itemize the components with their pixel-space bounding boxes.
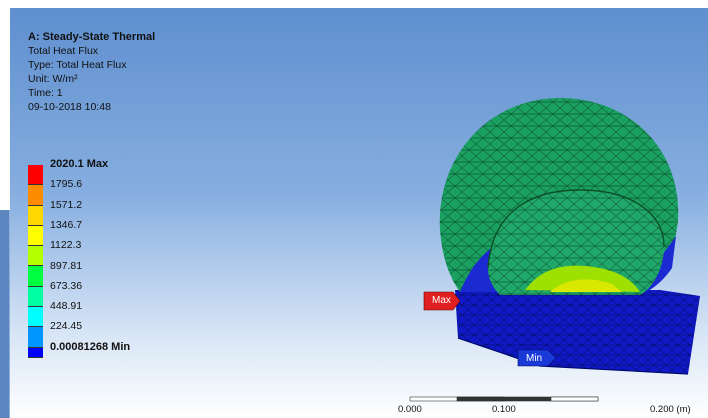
scale-label-0: 0.000 bbox=[398, 404, 422, 415]
legend-value-label: 897.81 bbox=[50, 259, 83, 272]
legend-swatch bbox=[28, 327, 43, 348]
legend-swatch bbox=[28, 266, 43, 287]
legend-value-label: 224.45 bbox=[50, 320, 83, 333]
legend-value-label: 1122.3 bbox=[50, 239, 82, 252]
legend-value-label: 1571.2 bbox=[50, 198, 83, 211]
legend-value-label: 2020.1 Max bbox=[50, 158, 109, 170]
legend-swatch bbox=[28, 347, 43, 358]
max-probe-tag[interactable] bbox=[423, 291, 461, 311]
min-probe-tag[interactable] bbox=[517, 349, 557, 367]
legend-swatch bbox=[28, 185, 43, 206]
result-unit: Unit: W/m² bbox=[28, 73, 78, 85]
legend-value-label: 0.00081268 Min bbox=[50, 340, 131, 353]
legend-swatch bbox=[28, 205, 43, 226]
legend-value-label: 673.36 bbox=[50, 279, 83, 292]
base-plate bbox=[455, 290, 700, 375]
scale-bar bbox=[409, 396, 599, 402]
scale-label-1: 0.100 bbox=[492, 404, 516, 415]
legend-value-label: 1346.7 bbox=[50, 218, 83, 231]
scale-label-2: 0.200 (m) bbox=[650, 404, 691, 415]
result-time: Time: 1 bbox=[28, 87, 63, 99]
legend-swatch bbox=[28, 165, 43, 186]
dome-cavity bbox=[487, 189, 665, 295]
legend-value-label: 448.91 bbox=[50, 300, 83, 313]
result-info-panel: A: Steady-State Thermal Total Heat Flux … bbox=[28, 30, 155, 114]
legend-swatch bbox=[28, 307, 43, 328]
legend-swatch bbox=[28, 246, 43, 267]
legend-value-label: 1795.6 bbox=[50, 178, 83, 191]
result-name: Total Heat Flux bbox=[28, 45, 99, 57]
result-type: Type: Total Heat Flux bbox=[28, 59, 127, 71]
legend-swatch bbox=[28, 225, 43, 247]
max-label: Max bbox=[432, 295, 451, 306]
result-timestamp: 09-10-2018 10:48 bbox=[28, 101, 111, 113]
analysis-title: A: Steady-State Thermal bbox=[28, 31, 156, 43]
legend-swatch bbox=[28, 286, 43, 308]
min-label: Min bbox=[526, 353, 543, 364]
window-frame-edge bbox=[0, 210, 10, 418]
frame-divider bbox=[9, 210, 10, 418]
legend-color-bar bbox=[28, 165, 43, 358]
